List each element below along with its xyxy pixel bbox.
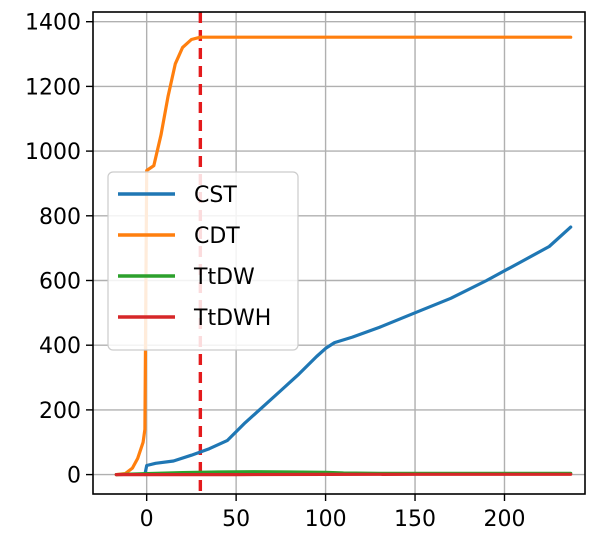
x-tick-label: 0 — [140, 507, 154, 532]
y-tick-label: 200 — [39, 399, 81, 424]
y-tick-label: 1400 — [25, 11, 81, 36]
legend: CST CDT TtDW TtDWH — [107, 171, 299, 351]
y-tick-label: 800 — [39, 205, 81, 230]
y-tick-label: 0 — [67, 464, 81, 489]
x-tick-label: 50 — [222, 507, 250, 532]
x-tick-label: 200 — [483, 507, 525, 532]
legend-box — [107, 171, 299, 351]
y-tick-label: 1200 — [25, 75, 81, 100]
x-tick-label: 100 — [305, 507, 347, 532]
legend-label: TtDW — [193, 265, 255, 290]
legend-label: CDT — [194, 224, 240, 249]
y-axis: 0 200 400 600 800 1000 1200 1400 — [25, 11, 93, 489]
legend-label: CST — [194, 183, 237, 208]
y-tick-label: 1000 — [25, 140, 81, 165]
series-layer — [114, 35, 573, 477]
legend-label: TtDWH — [193, 306, 271, 331]
x-tick-label: 150 — [394, 507, 436, 532]
x-axis: 0 50 100 150 200 — [140, 494, 525, 532]
y-tick-label: 600 — [39, 269, 81, 294]
plot-frame — [92, 11, 586, 495]
y-tick-label: 400 — [39, 334, 81, 359]
series-line-cdt — [114, 35, 573, 477]
series-line-cst — [143, 225, 573, 477]
